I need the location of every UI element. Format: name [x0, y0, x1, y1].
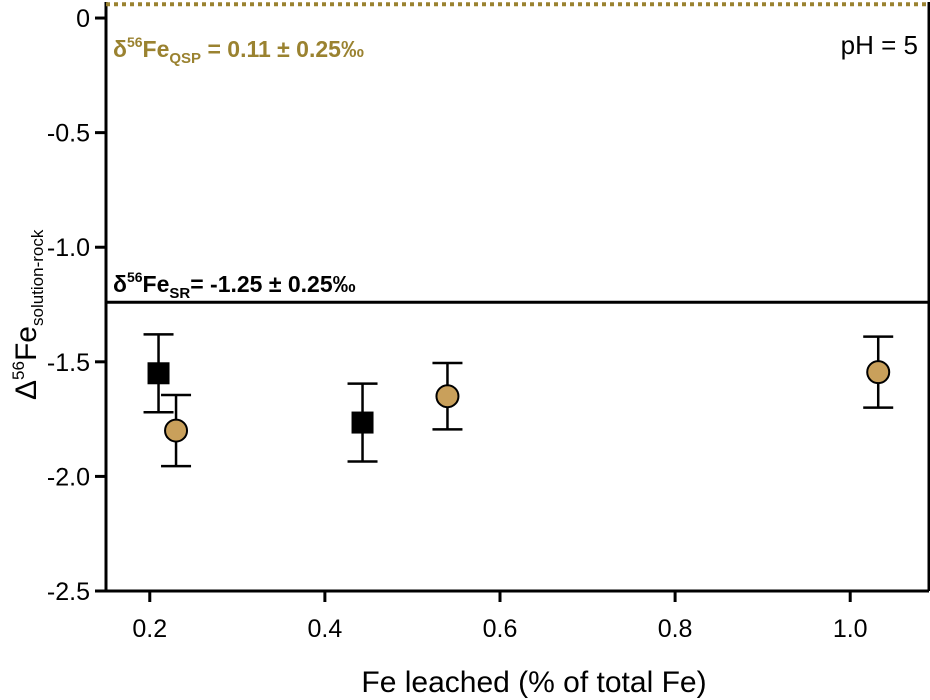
x-axis-ticks: 0.2 0.4 0.6 0.8 1.0: [132, 591, 868, 643]
y-axis-label: Δ56Fesolution-rock: [9, 229, 47, 400]
x-axis-label: Fe leached (% of total Fe): [361, 666, 706, 699]
y-label-delta: Δ: [10, 380, 43, 400]
sr-label: δ56FeSR= -1.25 ± 0.25‰: [113, 269, 356, 302]
y-label-subscript: solution-rock: [28, 229, 47, 326]
sr-label-mass: 56: [127, 269, 143, 285]
y-tick-label: -2.5: [47, 578, 90, 606]
qsp-label-element: Fe: [143, 36, 170, 62]
x-tick-label: 0.8: [658, 615, 693, 643]
y-label-mass: 56: [9, 361, 28, 380]
y-tick-label: -1.0: [47, 234, 90, 262]
sr-label-subscript: SR: [169, 285, 190, 302]
x-tick-label: 0.6: [483, 615, 518, 643]
sr-label-delta: δ: [113, 271, 127, 297]
y-tick-label: 0: [76, 5, 90, 33]
qsp-label-mass: 56: [127, 34, 143, 50]
plot-frame: [104, 2, 930, 593]
reference-lines: [106, 2, 929, 304]
circle-marker: [866, 360, 891, 385]
sr-label-element: Fe: [143, 271, 170, 297]
circle-marker: [164, 418, 189, 443]
sr-label-value: = -1.25 ± 0.25‰: [190, 271, 355, 297]
y-tick-label: -2.0: [47, 463, 90, 491]
y-tick-label: -1.5: [47, 349, 90, 377]
square-marker: [147, 362, 170, 385]
y-label-element: Fe: [10, 326, 43, 361]
qsp-label-subscript: QSP: [169, 50, 201, 67]
y-axis-ticks: 0 -0.5 -1.0 -1.5 -2.0 -2.5: [47, 5, 106, 606]
x-tick-label: 0.2: [132, 615, 167, 643]
qsp-label-delta: δ: [113, 36, 127, 62]
qsp-label-value: = 0.11 ± 0.25‰: [201, 36, 364, 62]
circle-marker: [435, 384, 460, 409]
x-tick-label: 1.0: [833, 615, 868, 643]
square-marker: [351, 411, 374, 434]
y-tick-label: -0.5: [47, 120, 90, 148]
data-markers: [143, 333, 894, 468]
x-tick-label: 0.4: [308, 615, 343, 643]
ph-annotation: pH = 5: [841, 30, 918, 60]
qsp-label: δ56FeQSP = 0.11 ± 0.25‰: [113, 34, 364, 67]
